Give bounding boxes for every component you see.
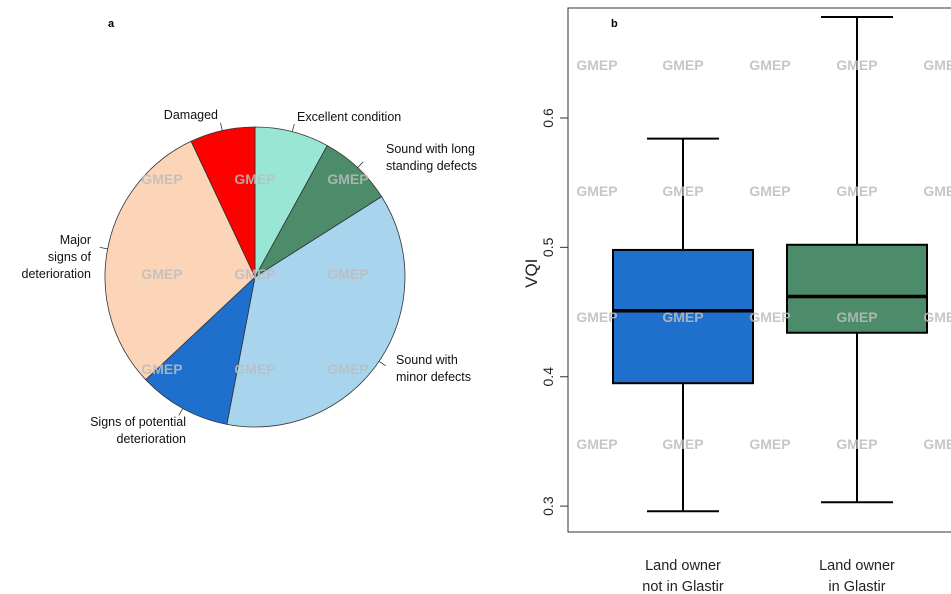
watermark-text: GMEP: [576, 309, 617, 325]
watermark-text: GMEP: [836, 309, 877, 325]
pie-slice: [104, 140, 256, 381]
watermark-text: GMEP: [234, 171, 275, 187]
watermark-layer: GMEP GMEP GMEP GMEP GMEP GMEP GMEP GMEP GMEP GMEP…: [576, 57, 951, 452]
watermark-text: GMEP: [836, 57, 877, 73]
watermark-text: GMEP: [327, 361, 368, 377]
watermark-text: GMEP: [141, 266, 182, 282]
watermark-text: GMEP: [836, 183, 877, 199]
watermark-text: GMEP: [749, 436, 790, 452]
pie-slice: [145, 275, 256, 425]
watermark-text: GMEP: [749, 57, 790, 73]
x-category-label: in Glastir: [828, 579, 885, 594]
watermark-text: GMEP: [576, 57, 617, 73]
watermark-text: GMEP: [662, 183, 703, 199]
iqr-box: [786, 243, 928, 334]
pie-leader-line: [378, 360, 386, 367]
panel-a-label: a: [108, 18, 115, 30]
boxplot-group: Land owner in Glastir: [786, 16, 928, 594]
plot-frame: [567, 7, 951, 533]
watermark-text: GMEP: [662, 57, 703, 73]
boxplot-group: Land owner not in Glastir: [612, 137, 754, 594]
pie-slice: [226, 196, 406, 428]
x-category-label: Land owner: [819, 558, 895, 574]
watermark-text: GMEP: [141, 361, 182, 377]
watermark-text: GMEP: [923, 436, 951, 452]
pie-slice-label: deterioration: [22, 267, 92, 281]
watermark-text: GMEP: [576, 183, 617, 199]
y-tick-label: 0.3: [540, 496, 556, 516]
pie-leader-line: [220, 122, 223, 131]
y-axis-label: VQI: [522, 259, 541, 288]
watermark-text: GMEP: [923, 57, 951, 73]
watermark-text: GMEP: [662, 436, 703, 452]
watermark-text: GMEP: [576, 436, 617, 452]
x-category-label: not in Glastir: [642, 579, 724, 594]
iqr-box: [612, 248, 754, 385]
pie-leader-line: [178, 408, 184, 416]
panel-b-label: b: [611, 18, 618, 30]
pie-slice-label: Sound with: [396, 353, 458, 367]
watermark-text: GMEP: [749, 309, 790, 325]
pie-leader-line: [357, 161, 364, 168]
pie-leader-line: [291, 123, 295, 132]
pie-slice: [190, 126, 256, 278]
watermark-text: GMEP: [923, 309, 951, 325]
pie-slice-label: minor defects: [396, 370, 471, 384]
x-category-label: Land owner: [645, 558, 721, 574]
pie-slice-label: deterioration: [117, 432, 187, 446]
pie-chart: Excellent condition Sound with long standi…: [22, 108, 478, 446]
pie-leader-line: [99, 247, 108, 250]
pie-slice-label: signs of: [48, 250, 92, 264]
watermark-text: GMEP: [836, 436, 877, 452]
watermark-text: GMEP: [234, 361, 275, 377]
y-tick-label: 0.5: [540, 237, 556, 257]
watermark-text: GMEP: [923, 183, 951, 199]
watermark-text: GMEP: [327, 171, 368, 187]
watermark-text: GMEP: [662, 309, 703, 325]
boxplot-chart: b 0.3 0.4 0.5 0.6 VQI Land owner not in Glastir…: [522, 7, 951, 594]
pie-slice-label: Signs of potential: [90, 415, 186, 429]
y-tick-label: 0.4: [540, 367, 556, 387]
watermark-text: GMEP: [327, 266, 368, 282]
watermark-text: GMEP: [234, 266, 275, 282]
y-tick-label: 0.6: [540, 108, 556, 128]
pie-slice-label: Sound with long: [386, 142, 475, 156]
watermark-text: GMEP: [749, 183, 790, 199]
pie-slice-label: Major: [60, 233, 91, 247]
pie-slice-label: standing defects: [386, 159, 477, 173]
pie-slice-label: Excellent condition: [297, 110, 401, 124]
pie-slice-label: Damaged: [164, 108, 218, 122]
watermark-text: GMEP: [141, 171, 182, 187]
